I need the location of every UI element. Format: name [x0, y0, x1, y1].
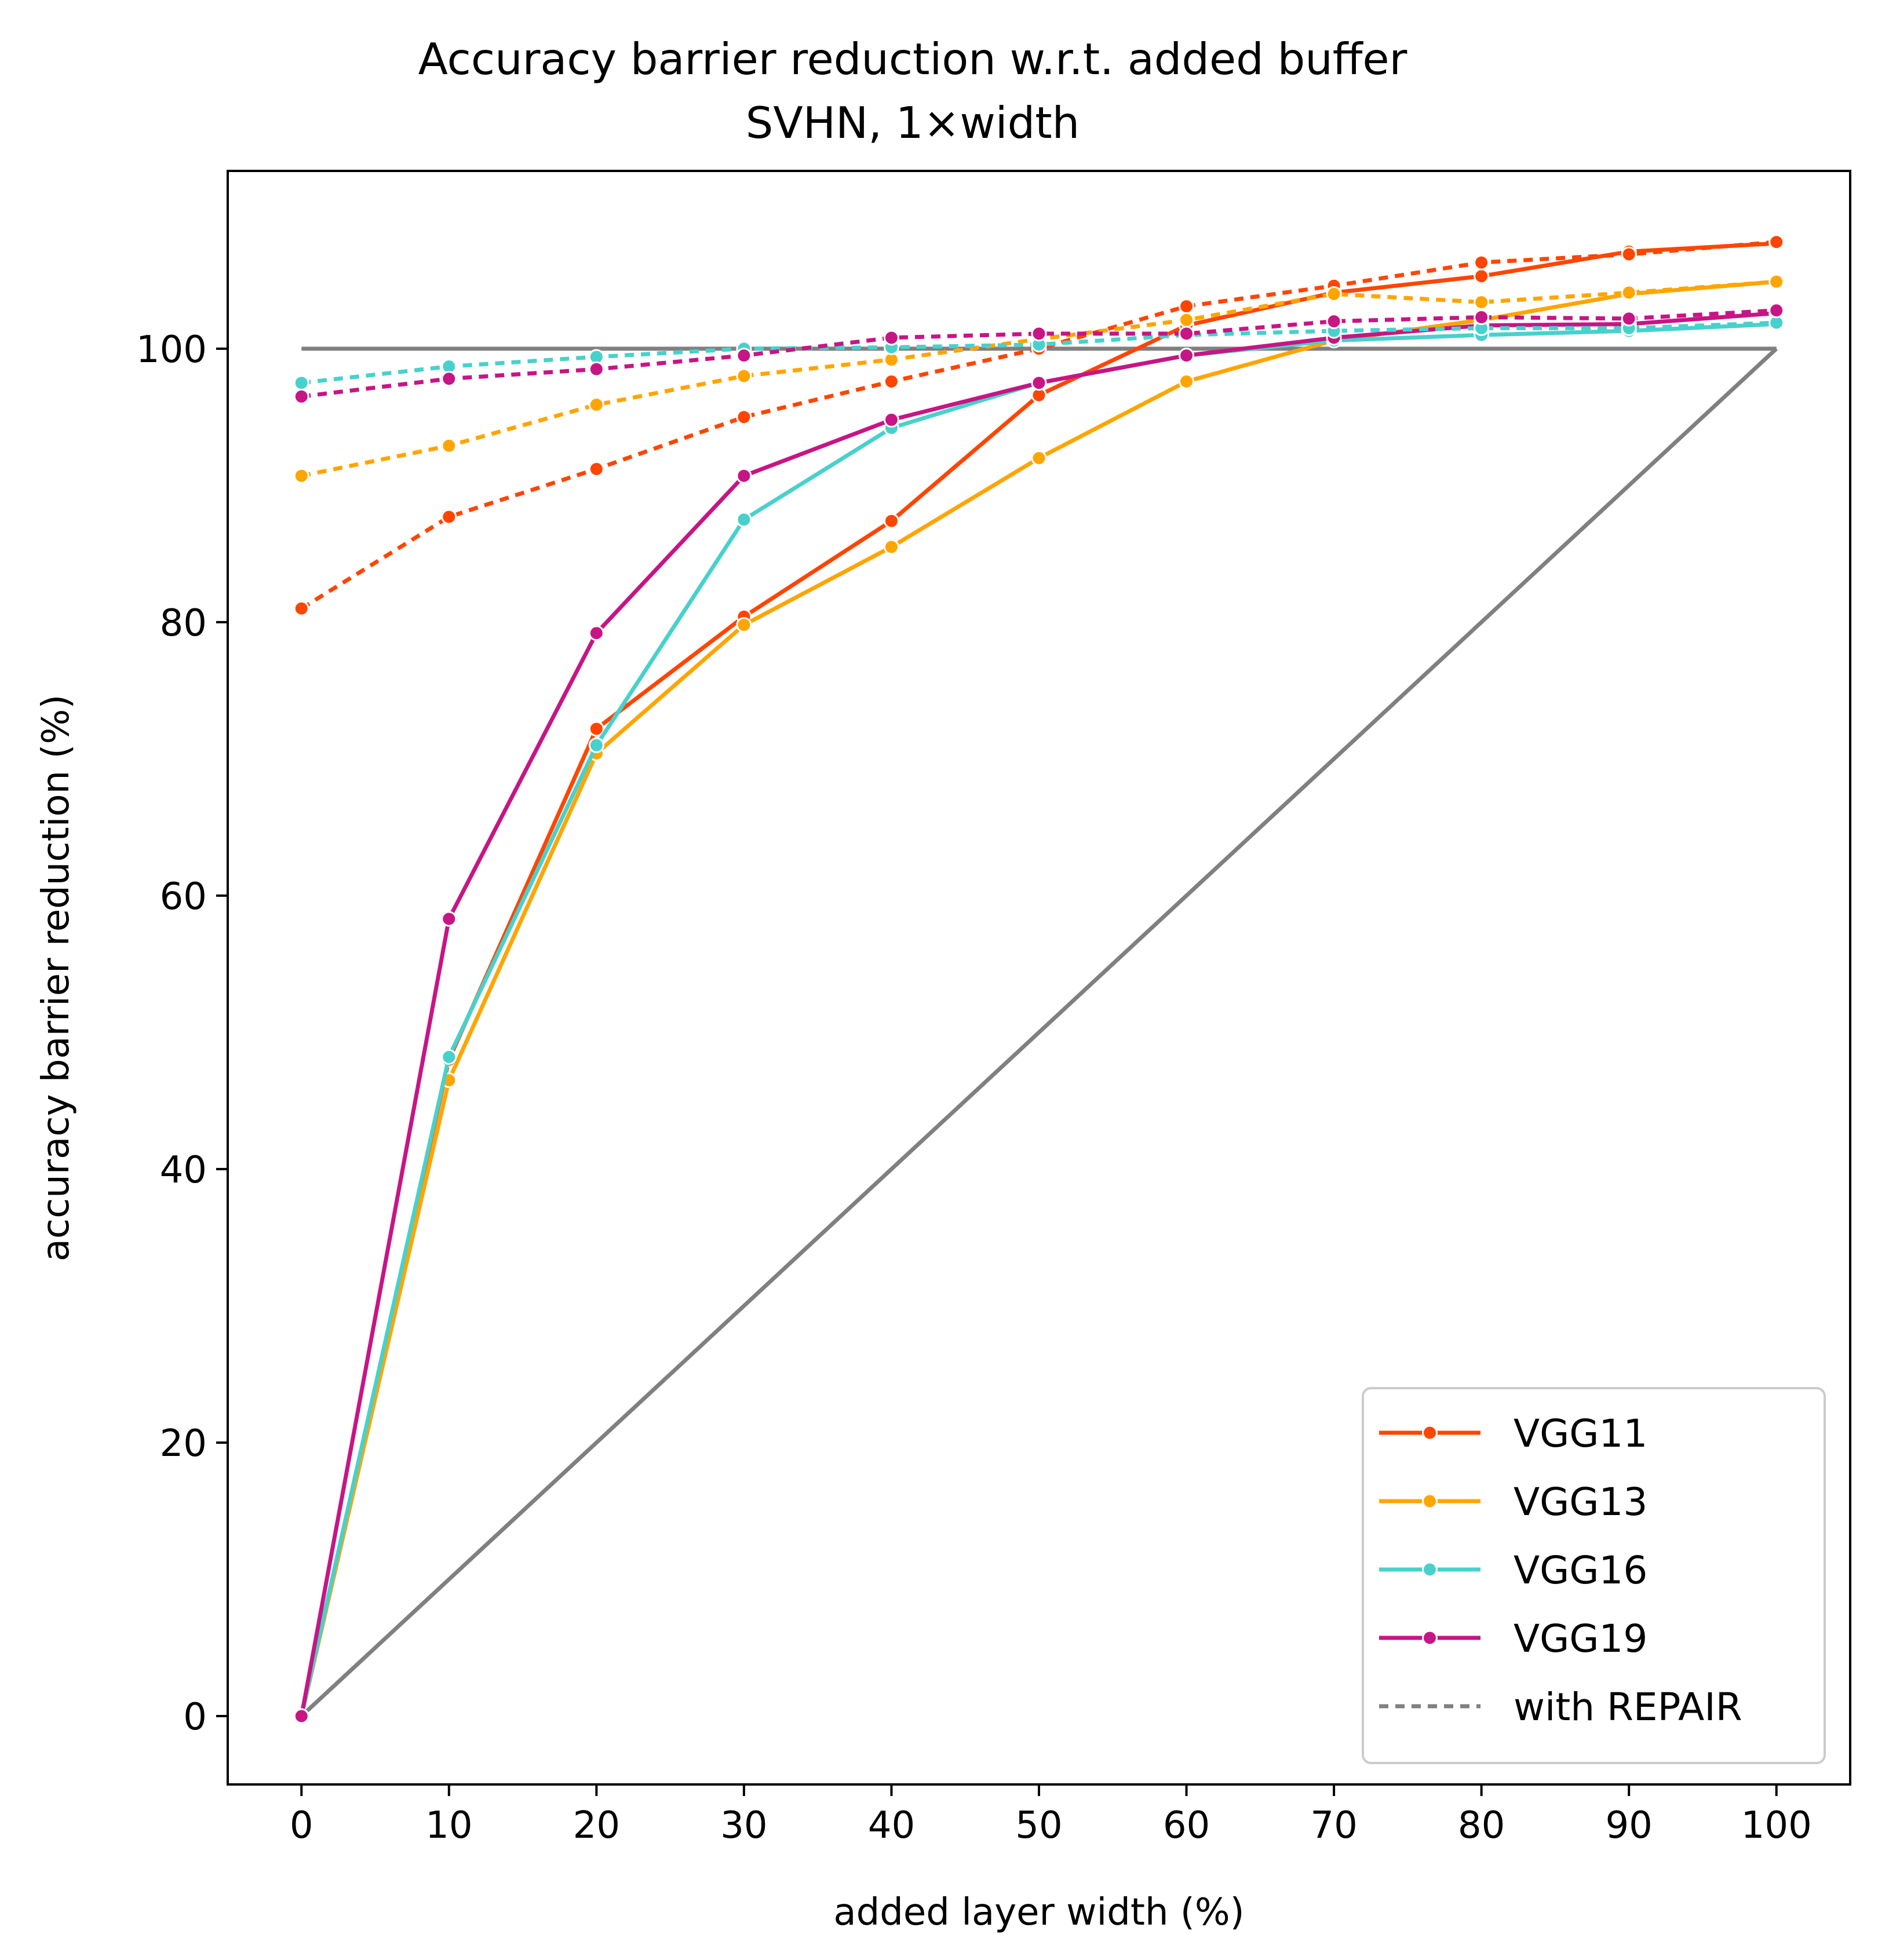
reference-line	[300, 347, 1778, 1718]
x-tick-label: 90	[1605, 1804, 1652, 1847]
x-tick-label: 50	[1015, 1804, 1062, 1847]
legend-label: with REPAIR	[1514, 1685, 1742, 1729]
data-point	[883, 539, 899, 555]
data-point	[736, 348, 752, 364]
data-point	[883, 513, 899, 529]
legend-swatch-marker	[1422, 1425, 1438, 1441]
legend-label: VGG19	[1514, 1616, 1647, 1661]
data-point	[1621, 284, 1637, 301]
data-point	[1326, 313, 1342, 330]
series-line-vgg19-repair	[301, 308, 1777, 399]
data-point	[1768, 273, 1785, 290]
legend-swatch-marker	[1422, 1493, 1438, 1509]
legend: VGG11 VGG13 VGG16 VGG19 with REPAIR	[1362, 1387, 1826, 1764]
x-tick-label: 10	[425, 1804, 472, 1847]
data-point	[293, 1708, 309, 1724]
chart-subtitle: SVHN, 1×width	[746, 97, 1080, 148]
data-point	[883, 330, 899, 346]
data-point	[1179, 348, 1195, 364]
data-point	[293, 375, 309, 391]
data-point	[736, 409, 752, 425]
y-tick-label: 40	[160, 1149, 207, 1192]
legend-frame	[1362, 1387, 1826, 1764]
x-axis-label: added layer width (%)	[833, 1891, 1244, 1934]
data-point	[1474, 309, 1490, 326]
data-point	[883, 412, 899, 428]
y-tick-label: 80	[160, 602, 207, 645]
data-point	[1474, 268, 1490, 284]
data-point	[441, 1049, 457, 1065]
data-point	[736, 512, 752, 528]
y-tick-label: 100	[136, 329, 207, 371]
legend-label: VGG11	[1514, 1411, 1647, 1456]
data-point	[588, 397, 604, 413]
data-point	[293, 600, 309, 616]
x-tick-label: 20	[573, 1804, 620, 1847]
data-point	[441, 437, 457, 454]
data-point	[1621, 311, 1637, 327]
data-point	[1179, 298, 1195, 315]
data-point	[293, 468, 309, 484]
legend-label: VGG16	[1514, 1548, 1647, 1593]
data-point	[1179, 373, 1195, 389]
x-tick-label: 70	[1310, 1804, 1357, 1847]
data-point	[588, 737, 604, 753]
plot-area	[293, 234, 1785, 1724]
data-point	[588, 625, 604, 641]
data-point	[588, 721, 604, 737]
data-point	[736, 468, 752, 484]
x-tick-label: 30	[720, 1804, 767, 1847]
data-point	[736, 617, 752, 633]
data-point	[1768, 302, 1785, 319]
data-point	[441, 911, 457, 927]
y-axis-label: accuracy barrier reduction (%)	[35, 695, 78, 1262]
plot-frame	[227, 170, 1851, 1786]
x-tick-label: 100	[1741, 1804, 1812, 1847]
legend-swatch-marker	[1422, 1561, 1438, 1578]
chart-title: Accuracy barrier reduction w.r.t. added …	[418, 34, 1407, 85]
data-point	[441, 509, 457, 525]
data-point	[588, 361, 604, 377]
data-point	[588, 461, 604, 477]
data-point	[1474, 294, 1490, 311]
data-point	[1179, 326, 1195, 342]
y-tick-label: 20	[160, 1422, 207, 1465]
legend-swatch-marker	[1422, 1630, 1438, 1646]
data-point	[1621, 246, 1637, 262]
data-point	[1179, 312, 1195, 328]
data-point	[1326, 286, 1342, 302]
data-point	[736, 368, 752, 384]
x-tick-label: 80	[1458, 1804, 1505, 1847]
x-tick-label: 0	[290, 1804, 313, 1847]
x-tick-label: 40	[868, 1804, 915, 1847]
data-point	[441, 371, 457, 387]
data-point	[1031, 326, 1047, 342]
data-point	[1031, 450, 1047, 466]
legend-label: VGG13	[1514, 1480, 1647, 1524]
data-point	[293, 388, 309, 404]
x-tick-label: 60	[1163, 1804, 1210, 1847]
data-point	[1474, 254, 1490, 271]
data-point	[1768, 234, 1785, 250]
y-tick-label: 0	[183, 1696, 207, 1739]
data-point	[1031, 375, 1047, 391]
data-point	[883, 373, 899, 389]
y-tick-label: 60	[160, 875, 207, 918]
axis-ticks: 0 10 20 30 40 50 60 70 80 90 100 0 20 40 60 80 100	[136, 329, 1812, 1847]
